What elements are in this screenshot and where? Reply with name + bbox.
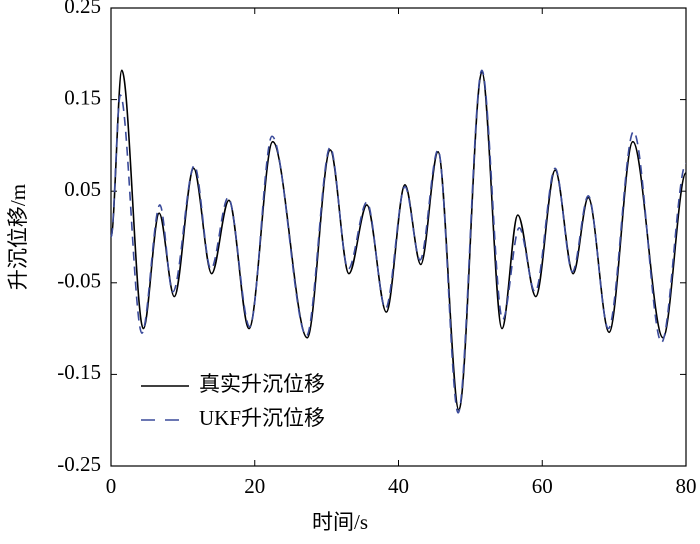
x-tick-label: 60 (532, 474, 553, 498)
legend-label: UKF升沉位移 (199, 406, 325, 430)
legend-label: 真实升沉位移 (199, 372, 325, 396)
series-line (110, 69, 687, 414)
y-tick-label: 0.15 (64, 85, 101, 109)
x-tick-label: 80 (676, 474, 697, 498)
x-tick-label: 20 (244, 474, 265, 498)
y-axis-label: 升沉位移/m (6, 184, 30, 290)
x-tick-label: 40 (388, 474, 409, 498)
y-tick-label: 0.25 (64, 0, 101, 18)
series-line (110, 69, 687, 411)
y-tick-label: 0.05 (64, 177, 101, 201)
y-tick-label: -0.05 (57, 269, 101, 293)
plot-frame (110, 7, 687, 467)
x-tick-label: 0 (106, 474, 117, 498)
x-axis-label: 时间/s (312, 510, 368, 534)
y-tick-label: -0.15 (57, 360, 101, 384)
y-tick-label: -0.25 (57, 452, 101, 476)
